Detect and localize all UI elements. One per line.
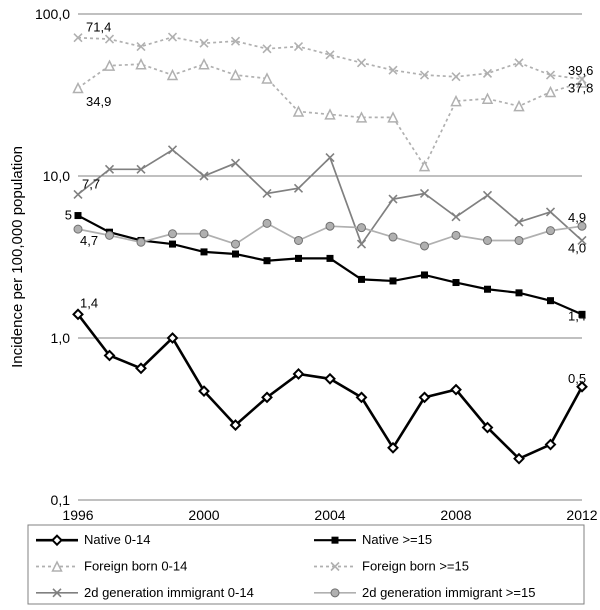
y-tick-label: 100,0 xyxy=(35,6,70,22)
series-foreign_ge15 xyxy=(74,33,586,83)
legend-label: Foreign born >=15 xyxy=(362,559,469,574)
legend-label: Native 0-14 xyxy=(84,532,150,547)
series-foreign_0_14 xyxy=(74,60,587,171)
series-gen2_0_14 xyxy=(74,146,586,248)
y-axis-label: Incidence per 100,000 population xyxy=(9,146,26,368)
legend-label: 2d generation immigrant >=15 xyxy=(362,585,535,600)
chart-container: 0,1 1,0 10,0 100,0 1996 2000 2004 2008 2012 Incid… xyxy=(0,0,600,610)
x-tick-label: 2012 xyxy=(566,507,597,523)
legend-label: 2d generation immigrant 0-14 xyxy=(84,585,254,600)
legend-label: Foreign born 0-14 xyxy=(84,559,187,574)
start-label-native_0_14: 1,4 xyxy=(80,295,98,310)
y-tick-label: 10,0 xyxy=(43,168,70,184)
end-label-foreign_ge15: 39,6 xyxy=(568,63,593,78)
legend-item-gen2_ge15: 2d generation immigrant >=15 xyxy=(314,585,535,600)
series-native_0_14 xyxy=(74,310,587,463)
y-tick-label: 1,0 xyxy=(51,330,71,346)
legend-item-native_ge15: Native >=15 xyxy=(314,532,432,547)
end-label-foreign_0_14: 37,8 xyxy=(568,80,593,95)
incidence-line-chart: 0,1 1,0 10,0 100,0 1996 2000 2004 2008 2012 Incid… xyxy=(0,0,600,610)
legend-item-native_0_14: Native 0-14 xyxy=(36,532,150,547)
series-gen2_ge15 xyxy=(74,219,586,250)
x-tick-label: 2008 xyxy=(440,507,471,523)
start-label-gen2_ge15: 4,7 xyxy=(80,233,98,248)
legend-item-foreign_ge15: Foreign born >=15 xyxy=(314,559,469,574)
end-label-gen2_0_14: 4,0 xyxy=(568,240,586,255)
start-label-gen2_0_14: 7,7 xyxy=(82,176,100,191)
end-label-native_0_14: 0,5 xyxy=(568,371,586,386)
legend-item-foreign_0_14: Foreign born 0-14 xyxy=(36,559,187,574)
x-tick-label: 1996 xyxy=(62,507,93,523)
y-tick-label: 0,1 xyxy=(51,492,71,508)
start-label-foreign_ge15: 71,4 xyxy=(86,20,111,35)
end-label-native_ge15: 1,4 xyxy=(568,308,586,323)
start-label-foreign_0_14: 34,9 xyxy=(86,94,111,109)
x-tick-label: 2000 xyxy=(188,507,219,523)
legend-label: Native >=15 xyxy=(362,532,432,547)
start-label-native_ge15: 5 xyxy=(65,208,72,223)
end-label-gen2_ge15: 4,9 xyxy=(568,210,586,225)
x-tick-label: 2004 xyxy=(314,507,345,523)
legend-item-gen2_0_14: 2d generation immigrant 0-14 xyxy=(36,585,254,600)
